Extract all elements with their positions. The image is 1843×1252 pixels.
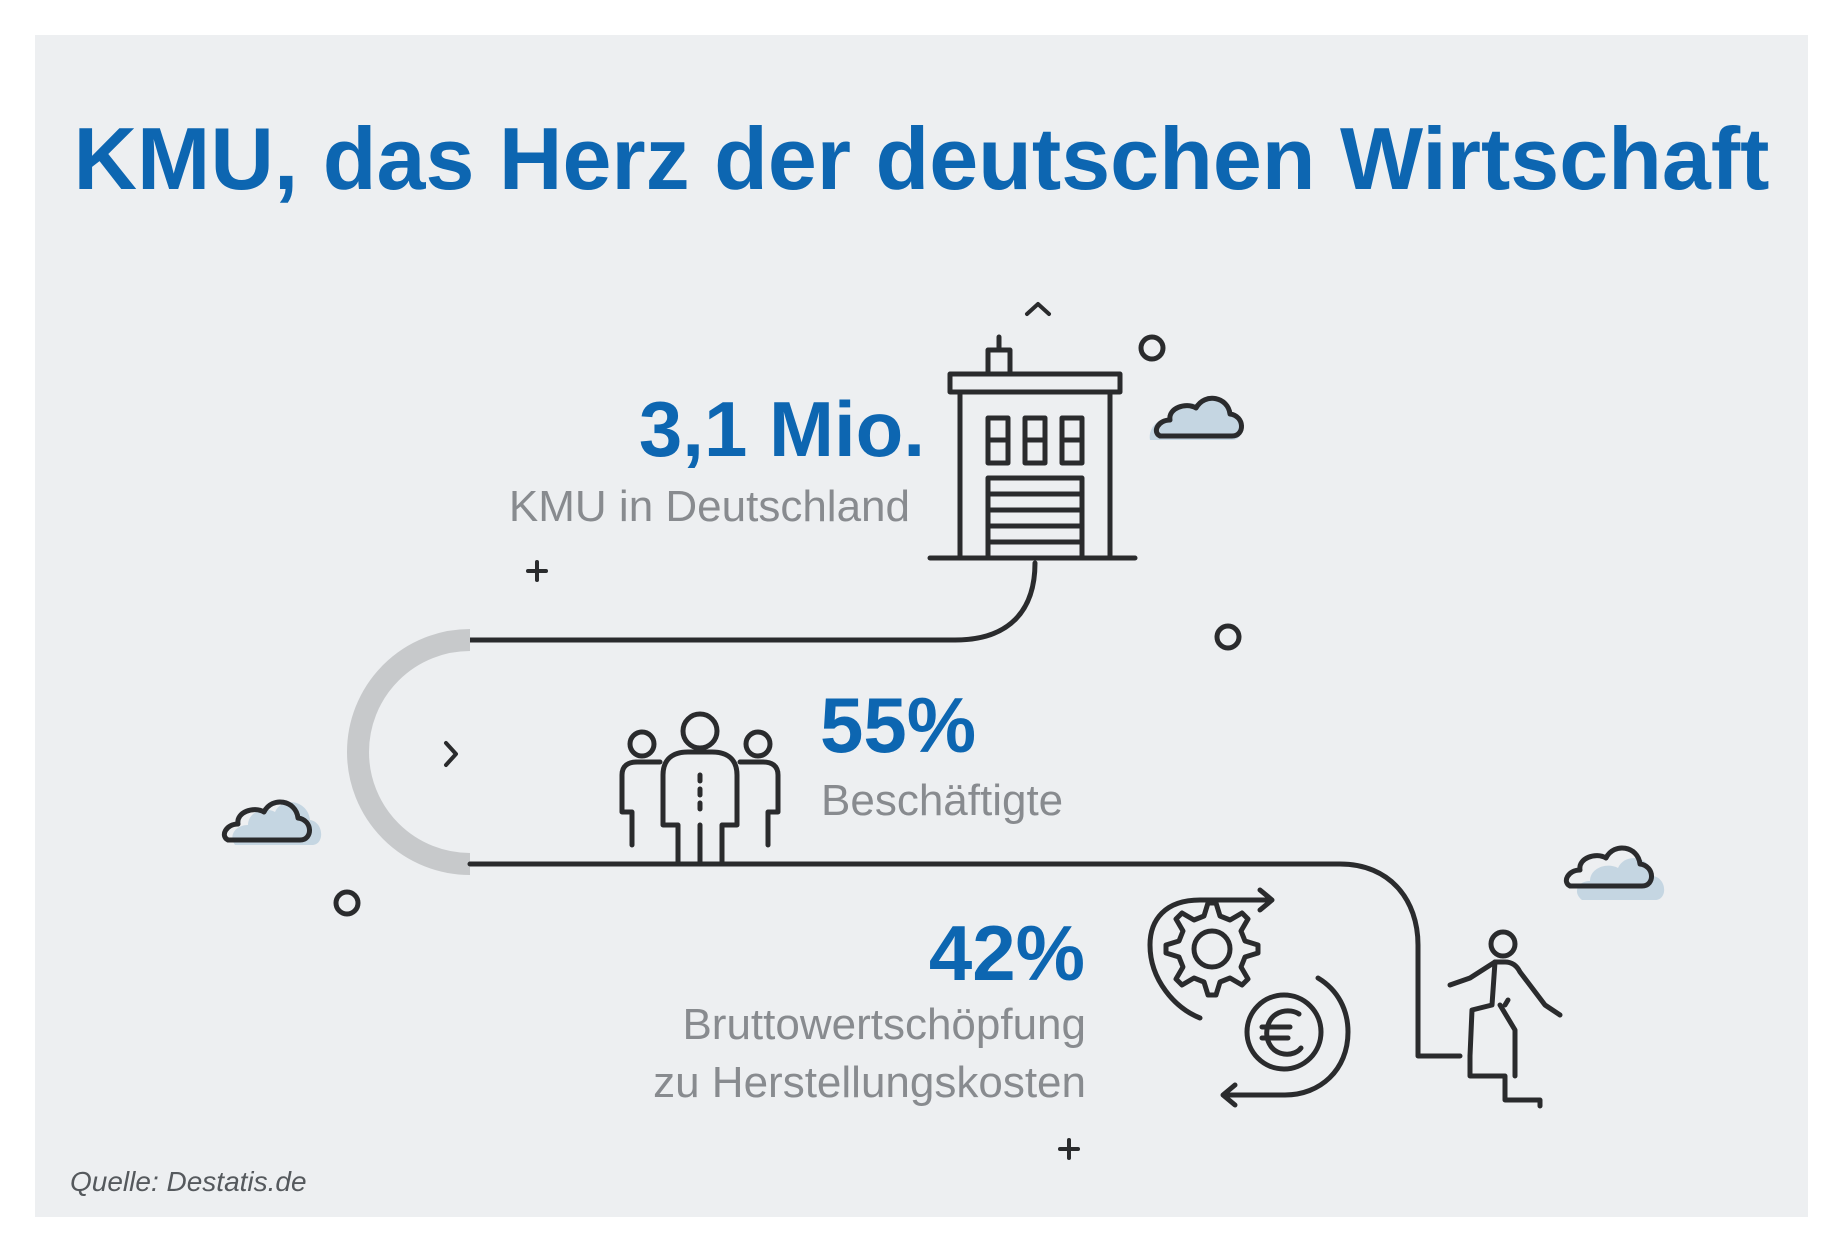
stat-employees-value: 55% <box>820 681 977 769</box>
source-note: Quelle: Destatis.de <box>70 1166 307 1197</box>
circle-icon <box>1138 334 1166 362</box>
circle-icon <box>333 889 361 917</box>
plus-icon <box>526 560 548 582</box>
stat-value-added-label-line2: zu Herstellungskosten <box>653 1058 1086 1107</box>
infographic-panel <box>35 35 1808 1217</box>
climbing-person-icon <box>1447 929 1563 1109</box>
chevron-icon <box>1025 302 1051 316</box>
circle-icon <box>1214 623 1242 651</box>
path-line <box>347 560 1463 1059</box>
chevron-icon <box>444 741 458 767</box>
stat-kmu-count-value: 3,1 Mio. <box>638 385 925 473</box>
stat-value-added-label-line1: Bruttowertschöpfung <box>682 1000 1086 1049</box>
cloud-icon <box>221 799 322 845</box>
cloud-icon <box>1149 395 1244 440</box>
plus-icon <box>1058 1138 1080 1160</box>
stat-value-added-value: 42% <box>928 909 1085 997</box>
path-arc <box>347 629 471 875</box>
building-icon <box>927 334 1138 561</box>
cloud-icon <box>1563 845 1665 900</box>
people-icon <box>619 711 781 867</box>
stat-kmu-count-label: KMU in Deutschland <box>508 482 910 531</box>
stat-employees-label: Beschäftigte <box>821 776 1064 825</box>
gear-euro-cycle-icon <box>1147 887 1351 1108</box>
page-title: KMU, das Herz der deutschen Wirtschaft <box>73 109 1770 208</box>
